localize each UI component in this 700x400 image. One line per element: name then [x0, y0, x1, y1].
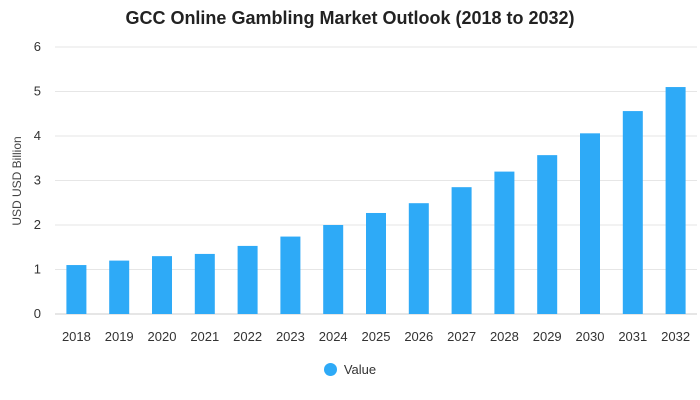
y-tick-label: 3 [34, 173, 41, 188]
legend-swatch [323, 363, 337, 376]
x-tick-label: 2022 [233, 329, 262, 344]
bar[interactable] [109, 260, 130, 314]
x-tick-label: 2030 [576, 329, 605, 344]
x-tick-label: 2023 [276, 329, 305, 344]
x-tick-label: 2031 [618, 329, 647, 344]
x-tick-label: 2020 [148, 329, 177, 344]
x-tick-label: 2024 [319, 329, 348, 344]
y-tick-label: 4 [34, 128, 41, 143]
x-tick-label: 2027 [447, 329, 476, 344]
x-tick-label: 2018 [62, 329, 91, 344]
legend-label: Value [343, 362, 377, 377]
bars [66, 87, 686, 314]
bar[interactable] [280, 236, 301, 314]
y-tick-label: 5 [34, 84, 41, 99]
bar[interactable] [152, 256, 172, 314]
legend[interactable]: Value [0, 362, 700, 377]
x-tick-labels: 2018 2019 2020 2021 2022 2023 2024 2025 2026 2027… [62, 329, 690, 344]
chart-title: GCC Online Gambling Market Outlook (2018… [125, 8, 575, 28]
bar[interactable] [537, 155, 558, 314]
bar[interactable] [323, 225, 344, 314]
bar[interactable] [622, 111, 643, 314]
bar[interactable] [408, 203, 429, 314]
y-tick-label: 6 [34, 39, 41, 54]
bar[interactable] [665, 87, 686, 314]
x-tick-label: 2026 [404, 329, 433, 344]
bar[interactable] [194, 253, 215, 314]
x-tick-label: 2021 [190, 329, 219, 344]
x-tick-label: 2028 [490, 329, 519, 344]
bar[interactable] [66, 265, 87, 314]
x-tick-label: 2025 [362, 329, 391, 344]
x-tick-label: 2029 [533, 329, 562, 344]
bar[interactable] [366, 212, 386, 314]
x-tick-label: 2019 [105, 329, 134, 344]
bar[interactable] [237, 245, 258, 314]
y-tick-labels: 0 1 2 3 4 5 6 [34, 39, 41, 321]
bar[interactable] [451, 187, 472, 314]
bar[interactable] [580, 133, 600, 314]
y-tick-label: 2 [34, 217, 41, 232]
y-tick-label: 0 [34, 306, 41, 321]
bar[interactable] [494, 171, 515, 314]
y-tick-label: 1 [34, 262, 41, 277]
x-tick-label: 2032 [661, 329, 690, 344]
